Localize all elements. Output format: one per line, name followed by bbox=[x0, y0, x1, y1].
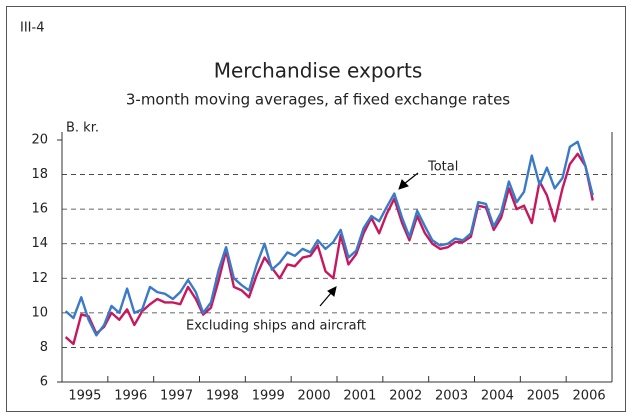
y-axis-label: B. kr. bbox=[66, 121, 99, 136]
arrows bbox=[319, 172, 419, 307]
y-tick-label: 14 bbox=[31, 236, 48, 251]
x-tick-label: 1999 bbox=[252, 389, 285, 404]
y-tick-label: 8 bbox=[40, 340, 48, 355]
y-tick-label: 6 bbox=[40, 375, 48, 390]
y-tick-label: 16 bbox=[31, 202, 48, 217]
frame bbox=[6, 6, 626, 412]
x-tick-label: 1996 bbox=[114, 389, 147, 404]
x-tick-label: 1997 bbox=[160, 389, 193, 404]
panel-label: III-4 bbox=[20, 21, 44, 36]
annotation: Total bbox=[427, 160, 458, 175]
x-tick-label: 2006 bbox=[573, 389, 606, 404]
arrow-head bbox=[327, 286, 337, 297]
x-tick-label: 1998 bbox=[206, 389, 239, 404]
x-tick-label: 2005 bbox=[527, 389, 560, 404]
line-series bbox=[64, 140, 594, 337]
y-tick-label: 20 bbox=[31, 133, 48, 148]
x-tick-label: 2000 bbox=[298, 389, 331, 404]
x-tick-label: 1995 bbox=[68, 389, 101, 404]
chart-subtitle: 3-month moving averages, af fixed exchan… bbox=[126, 91, 510, 109]
line-series bbox=[64, 152, 594, 346]
y-tick-label: 12 bbox=[31, 271, 48, 286]
arrow bbox=[319, 292, 332, 307]
annotation: Excluding ships and aircraft bbox=[186, 319, 366, 334]
x-tick-label: 2002 bbox=[389, 389, 422, 404]
arrow-head bbox=[398, 179, 409, 190]
x-tick-label: 2001 bbox=[343, 389, 376, 404]
x-tick-label: 2004 bbox=[481, 389, 514, 404]
chart-title: Merchandise exports bbox=[214, 59, 423, 83]
y-tick-label: 18 bbox=[31, 167, 48, 182]
y-tick-label: 10 bbox=[31, 305, 48, 320]
x-tick-label: 2003 bbox=[435, 389, 468, 404]
